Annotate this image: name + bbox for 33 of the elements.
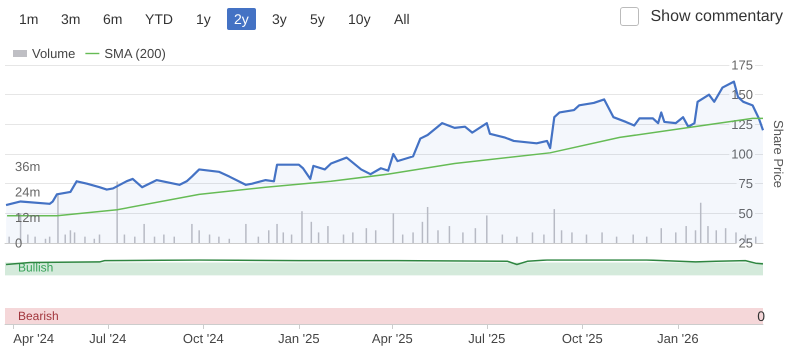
text: 1y [189,8,218,30]
band-label: Bullish [18,260,54,274]
text: 10y [341,8,378,30]
x-tick-label: Oct '24 [182,331,224,346]
legend-label: SMA (200) [104,46,166,61]
x-tick-label: Apr '25 [372,331,413,346]
y-tick-label: 0 [15,236,22,250]
legend-label: Volume [32,46,76,61]
text: 2y [227,8,256,30]
x-tick-label: Oct '25 [562,331,603,346]
x-tick-label: Apr '24 [13,331,54,346]
y2-tick-label: 75 [738,176,753,192]
band-label: Bearish [18,309,59,323]
y-tick-label: 36m [15,159,40,174]
text: 6m [96,8,130,30]
x-tick-label: Jan '25 [278,331,320,346]
text: 3m [54,8,88,30]
x-tick-label: Jul '25 [468,331,506,346]
text: Show commentary [650,8,783,26]
y2-tick-label: 50 [738,206,753,221]
x-tick-label: Jul '24 [89,331,126,346]
y2-tick-label: 25 [738,236,753,250]
y2-axis-title: Share Price [771,120,786,188]
text: All [387,8,417,30]
x-tick-label: Jan '26 [657,331,699,346]
y2-tick-label: 175 [731,58,753,72]
y2-tick-label: 100 [731,146,753,162]
text: 5y [303,8,332,30]
text: 1m [12,8,46,30]
text: YTD [138,8,180,30]
text: 3y [265,8,294,30]
y-tick-label: 24m [15,184,40,200]
annotation: 0 [757,308,766,324]
